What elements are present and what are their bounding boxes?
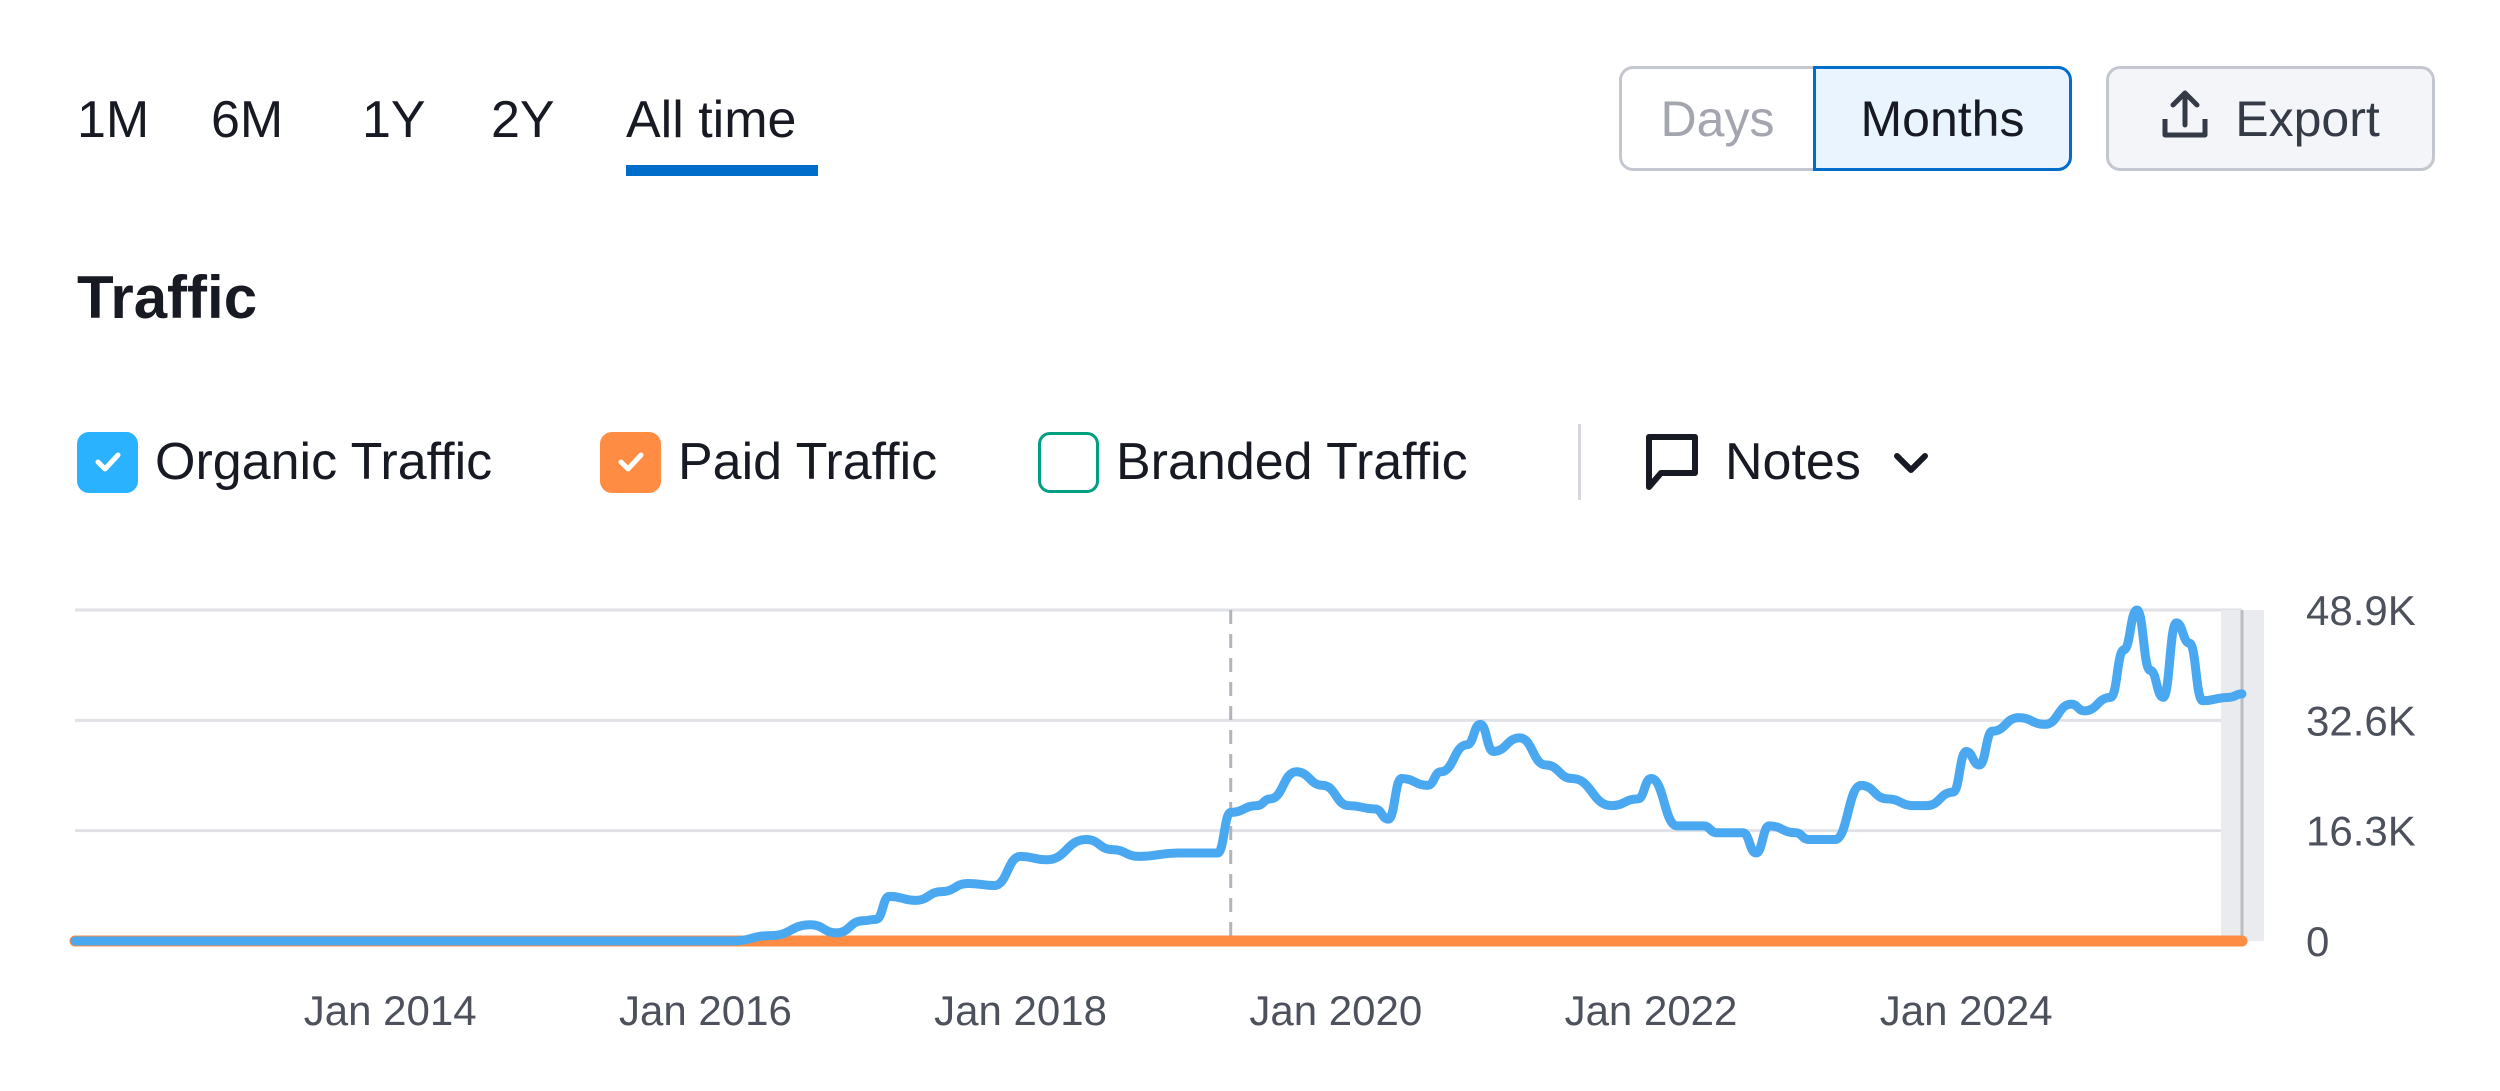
- range-tab-1y[interactable]: 1Y: [362, 91, 426, 149]
- legend-branded-traffic[interactable]: Branded Traffic: [1038, 431, 1468, 493]
- x-tick-label: Jan 2018: [934, 987, 1107, 1034]
- y-tick-label: 0: [2306, 918, 2329, 965]
- x-tick-label: Jan 2024: [1880, 987, 2053, 1034]
- check-icon: [618, 452, 643, 472]
- x-tick-label: Jan 2014: [304, 987, 477, 1034]
- branded-label: Branded Traffic: [1116, 433, 1468, 491]
- export-button[interactable]: Export: [2106, 66, 2435, 171]
- organic-label: Organic Traffic: [155, 433, 493, 491]
- days-button[interactable]: Days: [1619, 66, 1813, 171]
- upload-icon: [2161, 87, 2209, 151]
- branded-checkbox[interactable]: [1038, 431, 1099, 493]
- notes-label: Notes: [1725, 433, 1861, 491]
- range-tab-1m[interactable]: 1M: [77, 91, 150, 149]
- months-button[interactable]: Months: [1813, 66, 2072, 171]
- y-tick-label: 48.9K: [2306, 587, 2416, 634]
- chevron-down-icon: [1891, 448, 1931, 476]
- paid-checkbox[interactable]: [600, 431, 661, 493]
- check-icon: [95, 452, 120, 472]
- notes-dropdown[interactable]: Notes: [1645, 431, 1931, 493]
- y-tick-label: 16.3K: [2306, 808, 2416, 855]
- legend-organic-traffic[interactable]: Organic Traffic: [77, 431, 492, 493]
- y-tick-label: 32.6K: [2306, 697, 2416, 744]
- x-tick-label: Jan 2020: [1249, 987, 1422, 1034]
- legend-divider: [1578, 424, 1581, 500]
- comment-icon: [1645, 433, 1699, 491]
- granularity-toggle: Days Months: [1619, 66, 2072, 171]
- section-title: Traffic: [77, 264, 258, 331]
- organic-traffic-line: [70, 605, 2247, 946]
- paid-label: Paid Traffic: [678, 433, 938, 491]
- range-tab-all-time[interactable]: All time: [626, 91, 797, 149]
- export-label: Export: [2235, 90, 2380, 147]
- x-tick-label: Jan 2016: [619, 987, 792, 1034]
- x-tick-label: Jan 2022: [1565, 987, 1738, 1034]
- legend-paid-traffic[interactable]: Paid Traffic: [600, 431, 937, 493]
- range-tab-2y[interactable]: 2Y: [491, 91, 555, 149]
- range-tab-6m[interactable]: 6M: [211, 91, 284, 149]
- active-tab-indicator: [626, 165, 818, 176]
- organic-checkbox[interactable]: [77, 431, 138, 493]
